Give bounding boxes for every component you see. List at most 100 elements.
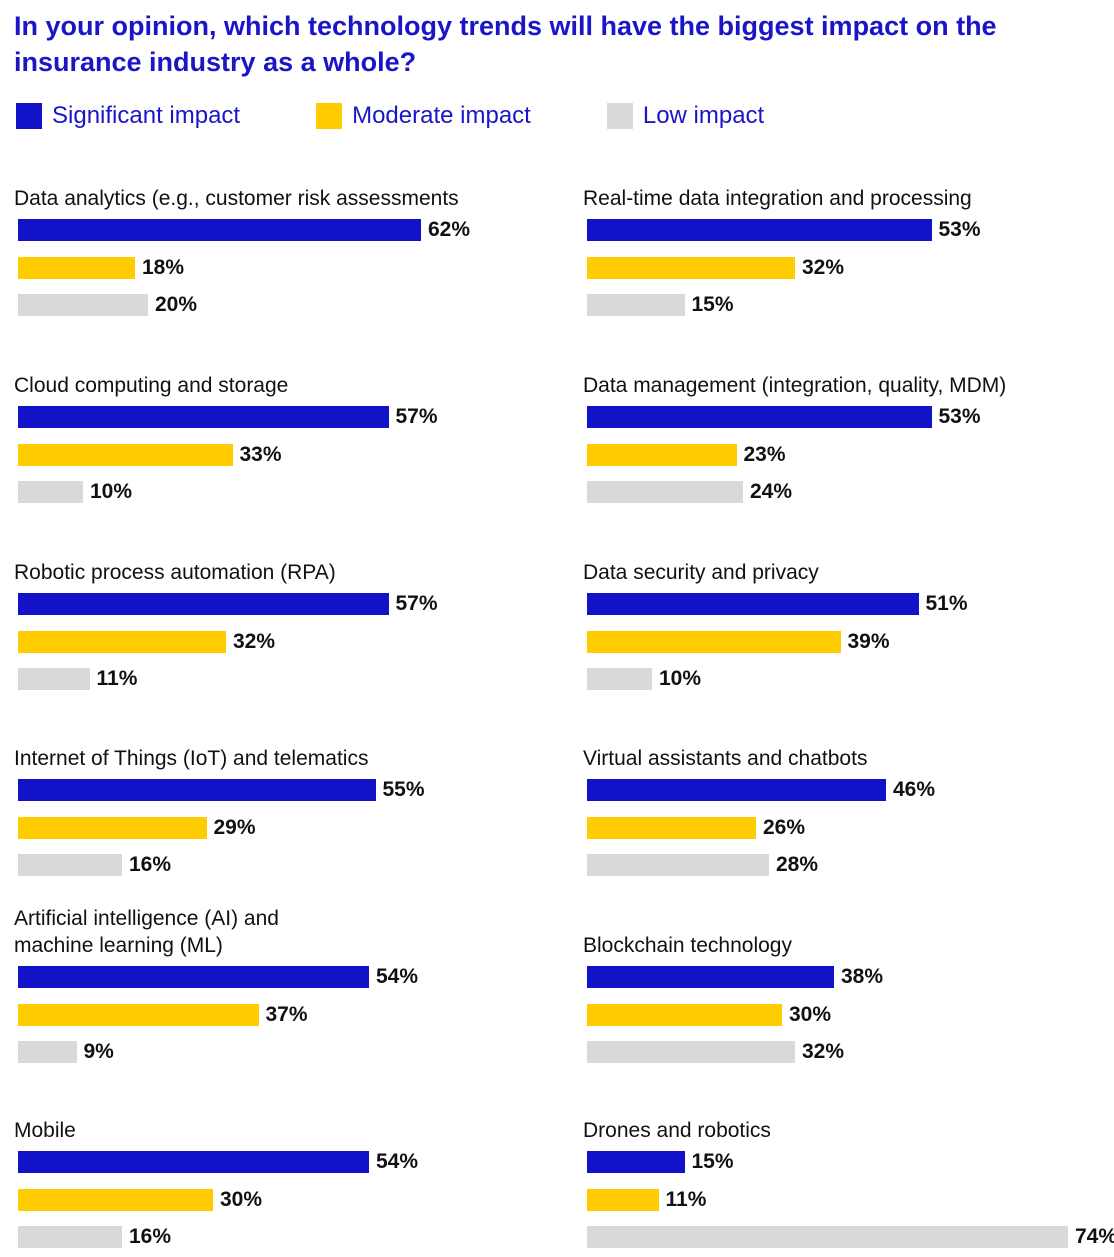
bar-value-label: 9% <box>83 1040 114 1063</box>
bar-row-low: 20% <box>18 293 197 317</box>
bar-row-significant: 54% <box>18 1150 418 1174</box>
bar-value-label: 32% <box>233 630 276 653</box>
bar-row-significant: 57% <box>18 592 438 616</box>
bar-low <box>18 1041 77 1063</box>
bar-row-low: 16% <box>18 1225 171 1249</box>
bar-moderate <box>587 444 737 466</box>
bar-value-label: 30% <box>789 1003 832 1026</box>
bar-value-label: 37% <box>265 1003 308 1026</box>
bar-significant <box>587 966 834 988</box>
panel-title: Robotic process automation (RPA) <box>14 561 336 584</box>
bar-moderate <box>587 1004 782 1026</box>
bar-significant <box>587 779 886 801</box>
bar-significant <box>587 593 919 615</box>
bar-value-label: 55% <box>382 778 425 801</box>
bar-value-label: 26% <box>763 816 806 839</box>
bar-value-label: 20% <box>155 293 198 316</box>
legend-label-low: Low impact <box>642 102 765 129</box>
panel-title: Cloud computing and storage <box>14 374 289 397</box>
bar-value-label: 24% <box>750 480 793 503</box>
bar-row-low: 11% <box>18 667 137 691</box>
bar-row-significant: 54% <box>18 965 418 989</box>
bar-low <box>18 294 148 316</box>
bar-row-low: 24% <box>587 480 792 504</box>
legend-swatch-moderate <box>316 103 343 129</box>
bar-value-label: 15% <box>691 1150 734 1173</box>
bar-value-label: 32% <box>802 256 845 279</box>
bar-row-significant: 15% <box>587 1150 734 1174</box>
bar-row-moderate: 33% <box>18 443 282 467</box>
bar-low <box>18 481 83 503</box>
bar-value-label: 33% <box>239 443 282 466</box>
bar-low <box>587 668 652 690</box>
bar-value-label: 29% <box>213 816 256 839</box>
bar-low <box>587 294 685 316</box>
bar-value-label: 46% <box>893 778 936 801</box>
bar-moderate <box>18 444 233 466</box>
bar-row-moderate: 32% <box>587 256 844 280</box>
panel-title: Internet of Things (IoT) and telematics <box>14 747 369 770</box>
bar-moderate <box>587 1189 659 1211</box>
panel-title: Mobile <box>14 1119 76 1142</box>
bar-value-label: 57% <box>395 405 438 428</box>
bar-row-low: 10% <box>18 480 132 504</box>
legend-swatch-significant <box>16 103 42 129</box>
bar-value-label: 28% <box>776 853 819 876</box>
bar-value-label: 15% <box>691 293 734 316</box>
legend-swatch-low <box>606 103 633 129</box>
bar-row-moderate: 29% <box>18 816 256 840</box>
bar-value-label: 11% <box>665 1188 707 1211</box>
bar-significant <box>18 219 421 241</box>
bar-significant <box>587 406 932 428</box>
bar-value-label: 10% <box>659 667 702 690</box>
bar-row-significant: 62% <box>18 218 470 242</box>
panel-title: Artificial intelligence (AI) and machine… <box>14 907 279 957</box>
bar-value-label: 38% <box>841 965 884 988</box>
bar-row-significant: 51% <box>587 592 968 616</box>
bar-value-label: 51% <box>925 592 968 615</box>
bar-value-label: 23% <box>743 443 786 466</box>
bar-value-label: 54% <box>376 1150 419 1173</box>
bar-value-label: 54% <box>376 965 419 988</box>
bar-moderate <box>587 631 841 653</box>
bar-row-low: 10% <box>587 667 701 691</box>
bar-moderate <box>18 817 207 839</box>
bar-value-label: 11% <box>96 667 138 690</box>
bar-row-moderate: 37% <box>18 1003 308 1027</box>
bar-value-label: 16% <box>129 1225 172 1248</box>
bar-row-low: 9% <box>18 1040 114 1064</box>
legend-item-significant: Significant impact <box>16 102 240 130</box>
bar-significant <box>587 1151 685 1173</box>
bar-significant <box>18 1151 369 1173</box>
panel-title: Blockchain technology <box>583 934 792 957</box>
bar-moderate <box>18 631 226 653</box>
bar-row-low: 16% <box>18 853 171 877</box>
bar-row-moderate: 26% <box>587 816 805 840</box>
bar-row-moderate: 32% <box>18 630 275 654</box>
bar-value-label: 18% <box>142 256 185 279</box>
bar-low <box>18 854 122 876</box>
bar-row-moderate: 39% <box>587 630 890 654</box>
panel-title: Real-time data integration and processin… <box>583 187 972 210</box>
bar-moderate <box>18 1004 259 1026</box>
legend: Significant impact Moderate impact Low i… <box>16 100 764 132</box>
bar-value-label: 32% <box>802 1040 845 1063</box>
bar-value-label: 16% <box>129 853 172 876</box>
bar-value-label: 74% <box>1075 1225 1114 1248</box>
bar-moderate <box>18 1189 213 1211</box>
bar-value-label: 53% <box>938 405 981 428</box>
bar-value-label: 30% <box>220 1188 263 1211</box>
bar-low <box>587 854 769 876</box>
bar-moderate <box>587 257 795 279</box>
bar-value-label: 10% <box>90 480 133 503</box>
bar-row-low: 28% <box>587 853 818 877</box>
bar-value-label: 53% <box>938 218 981 241</box>
bar-row-moderate: 23% <box>587 443 786 467</box>
bar-row-significant: 57% <box>18 405 438 429</box>
bar-value-label: 39% <box>847 630 890 653</box>
bar-row-significant: 46% <box>587 778 935 802</box>
bar-significant <box>587 219 932 241</box>
bar-row-moderate: 30% <box>18 1188 262 1212</box>
bar-moderate <box>587 817 756 839</box>
legend-item-low: Low impact <box>606 102 765 130</box>
